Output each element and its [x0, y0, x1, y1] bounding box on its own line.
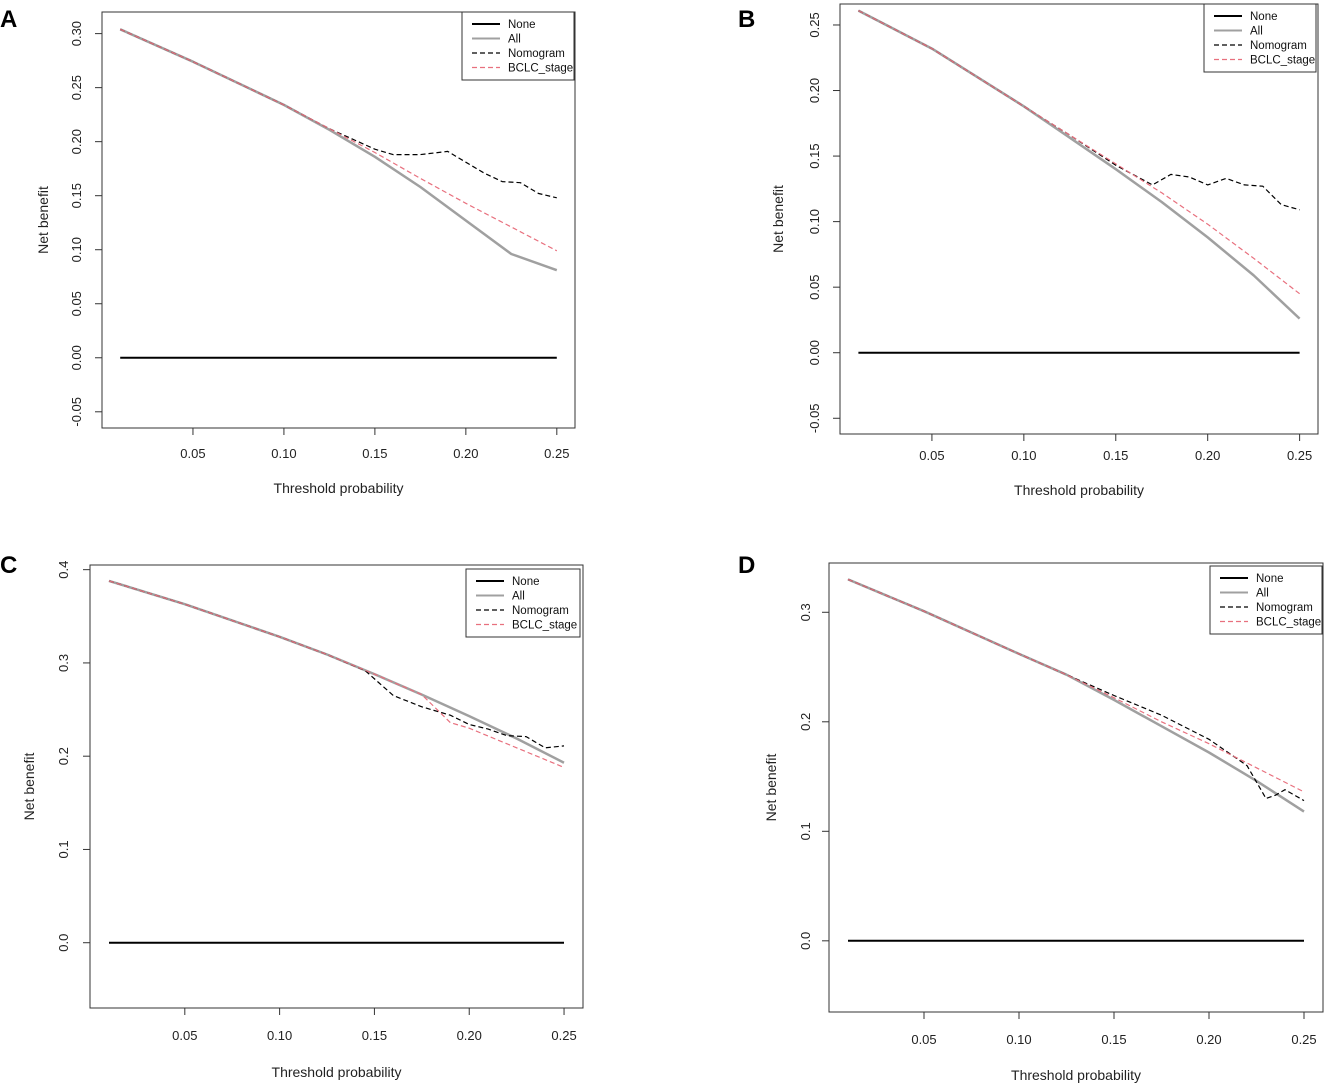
y-tick-label-d-3: 0.3 [798, 603, 813, 621]
y-axis-title-b: Net benefit [770, 185, 786, 253]
y-tick-label-b-3: 0.10 [807, 209, 822, 234]
x-tick-label-a-4: 0.25 [544, 446, 569, 461]
y-tick-label-a-2: 0.05 [69, 291, 84, 316]
legend-label-d-0: None [1256, 573, 1284, 585]
x-tick-label-a-1: 0.10 [271, 446, 296, 461]
y-tick-label-b-1: 0.00 [807, 340, 822, 365]
series-line-a-bclc-stage [119, 28, 558, 252]
panel-letter-c: C [0, 552, 18, 579]
plot-frame-b [839, 3, 1319, 435]
y-tick-label-c-4: 0.4 [56, 561, 71, 579]
chart-panel-c: 0.05 0.10 0.15 0.20 0.25 0.0 0.1 0.2 0.3 0.4 Thres… [21, 561, 584, 1080]
series-line-b-bclc-stage [858, 10, 1300, 295]
y-tick-label-d-0: 0.0 [798, 932, 813, 950]
x-tick-label-c-0: 0.05 [172, 1028, 197, 1043]
y-tick-label-c-1: 0.1 [56, 840, 71, 858]
legend-label-a-2: Nomogram [508, 48, 565, 60]
legend-label-d-3: BCLC_stage [1256, 617, 1321, 629]
legend-label-a-0: None [508, 19, 536, 31]
panel-letter-d: D [738, 552, 756, 579]
x-axis-title-b: Threshold probability [1014, 482, 1144, 498]
y-tick-label-a-7: 0.30 [69, 21, 84, 46]
series-line-d-bclc-stage [847, 578, 1305, 793]
chart-panel-a: 0.05 0.10 0.15 0.20 0.25 -0.05 0.00 0.05 0.10 0.1… [35, 11, 576, 496]
y-tick-label-a-5: 0.20 [69, 129, 84, 154]
y-tick-label-c-2: 0.2 [56, 747, 71, 765]
panel-letter-b: B [738, 6, 756, 33]
y-tick-label-a-4: 0.15 [69, 183, 84, 208]
x-tick-label-a-2: 0.15 [362, 446, 387, 461]
x-tick-label-b-4: 0.25 [1287, 448, 1312, 463]
x-axis-title-a: Threshold probability [274, 480, 404, 496]
x-tick-label-a-0: 0.05 [180, 446, 205, 461]
y-tick-label-a-1: 0.00 [69, 345, 84, 370]
x-tick-label-b-3: 0.20 [1195, 448, 1220, 463]
plot-frame-a [101, 11, 576, 429]
series-line-c-bclc-stage [108, 580, 565, 768]
legend-c: None All Nomogram BCLC_stage [465, 568, 581, 638]
x-tick-label-b-0: 0.05 [919, 448, 944, 463]
y-tick-label-b-2: 0.05 [807, 275, 822, 300]
x-tick-label-c-1: 0.10 [267, 1028, 292, 1043]
legend-label-c-3: BCLC_stage [512, 620, 577, 632]
plot-frame-c [89, 564, 584, 1009]
legend-b: None All Nomogram BCLC_stage [1203, 3, 1317, 73]
y-tick-label-d-2: 0.2 [798, 713, 813, 731]
panel-letter-a: A [0, 6, 18, 33]
legend-label-b-3: BCLC_stage [1250, 55, 1315, 67]
x-axis-title-c: Threshold probability [272, 1064, 402, 1080]
legend-label-d-1: All [1256, 588, 1269, 600]
y-axis-title-c: Net benefit [21, 753, 37, 821]
y-tick-label-d-1: 0.1 [798, 822, 813, 840]
series-line-b-all [857, 9, 1301, 320]
chart-panel-b: 0.05 0.10 0.15 0.20 0.25 -0.05 0.00 0.05 0.10 0.1… [770, 3, 1319, 498]
x-tick-label-d-4: 0.25 [1291, 1032, 1316, 1047]
legend-label-a-3: BCLC_stage [508, 63, 573, 75]
series-line-d-all [847, 578, 1305, 813]
legend-label-b-2: Nomogram [1250, 40, 1307, 52]
x-tick-label-b-1: 0.10 [1011, 448, 1036, 463]
y-axis-title-d: Net benefit [763, 754, 779, 822]
x-tick-label-d-0: 0.05 [911, 1032, 936, 1047]
legend-a: None All Nomogram BCLC_stage [461, 11, 575, 81]
legend-label-c-0: None [512, 576, 540, 588]
y-tick-label-c-0: 0.0 [56, 934, 71, 952]
legend-d: None All Nomogram BCLC_stage [1209, 565, 1323, 635]
x-tick-label-b-2: 0.15 [1103, 448, 1128, 463]
legend-label-d-2: Nomogram [1256, 602, 1313, 614]
x-tick-label-c-4: 0.25 [551, 1028, 576, 1043]
x-tick-label-d-2: 0.15 [1101, 1032, 1126, 1047]
chart-panel-d: 0.05 0.10 0.15 0.20 0.25 0.0 0.1 0.2 0.3 Threshol… [763, 562, 1324, 1083]
y-tick-label-b-4: 0.15 [807, 143, 822, 168]
y-axis-title-a: Net benefit [35, 186, 51, 254]
x-axis-title-d: Threshold probability [1011, 1067, 1141, 1083]
y-tick-label-b-0: -0.05 [807, 403, 822, 433]
y-tick-label-b-6: 0.25 [807, 12, 822, 37]
legend-label-a-1: All [508, 34, 521, 46]
plot-frame-d [828, 562, 1324, 1013]
x-tick-label-c-3: 0.20 [457, 1028, 482, 1043]
y-tick-label-a-3: 0.10 [69, 237, 84, 262]
x-tick-label-c-2: 0.15 [362, 1028, 387, 1043]
y-tick-label-b-5: 0.20 [807, 78, 822, 103]
y-tick-label-c-3: 0.3 [56, 654, 71, 672]
x-tick-label-a-3: 0.20 [453, 446, 478, 461]
legend-label-c-2: Nomogram [512, 605, 569, 617]
x-tick-label-d-1: 0.10 [1006, 1032, 1031, 1047]
legend-label-b-0: None [1250, 11, 1278, 23]
legend-label-c-1: All [512, 591, 525, 603]
legend-label-b-1: All [1250, 26, 1263, 38]
y-tick-label-a-6: 0.25 [69, 75, 84, 100]
y-tick-label-a-0: -0.05 [69, 397, 84, 427]
x-tick-label-d-3: 0.20 [1196, 1032, 1221, 1047]
